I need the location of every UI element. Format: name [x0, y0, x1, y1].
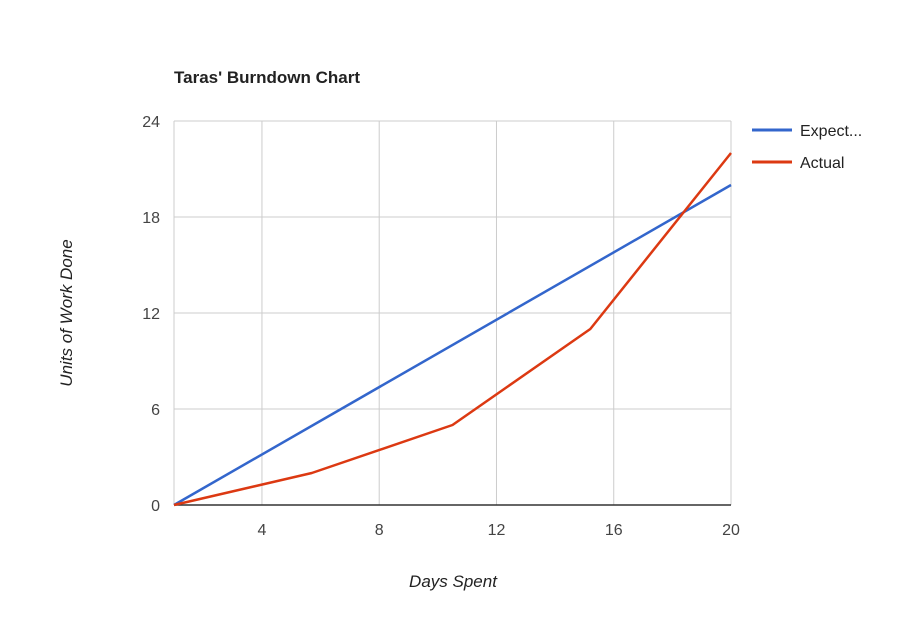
series-line-0	[173, 183, 732, 507]
legend-label-1: Actual	[800, 155, 844, 172]
y-axis-ticks: 0 6 12 18 24	[142, 114, 160, 515]
x-tick-label: 8	[375, 522, 384, 539]
y-tick-label: 18	[142, 210, 160, 227]
legend-label-0: Expect...	[800, 123, 862, 140]
chart-grid	[173, 120, 732, 506]
y-tick-label: 12	[142, 306, 160, 323]
x-tick-label: 20	[722, 522, 740, 539]
y-tick-label: 0	[151, 498, 160, 515]
y-axis-label: Units of Work Done	[57, 239, 76, 386]
chart-legend: Expect... Actual	[752, 123, 862, 172]
y-tick-label: 6	[151, 402, 160, 419]
x-axis-ticks: 4 8 12 16 20	[257, 522, 740, 539]
chart-title: Taras' Burndown Chart	[174, 68, 360, 87]
x-tick-label: 4	[257, 522, 266, 539]
x-tick-label: 12	[488, 522, 506, 539]
chart-series	[173, 152, 732, 507]
y-tick-label: 24	[142, 114, 160, 131]
series-line-1	[173, 152, 732, 507]
x-tick-label: 16	[605, 522, 623, 539]
x-axis-label: Days Spent	[409, 572, 498, 591]
